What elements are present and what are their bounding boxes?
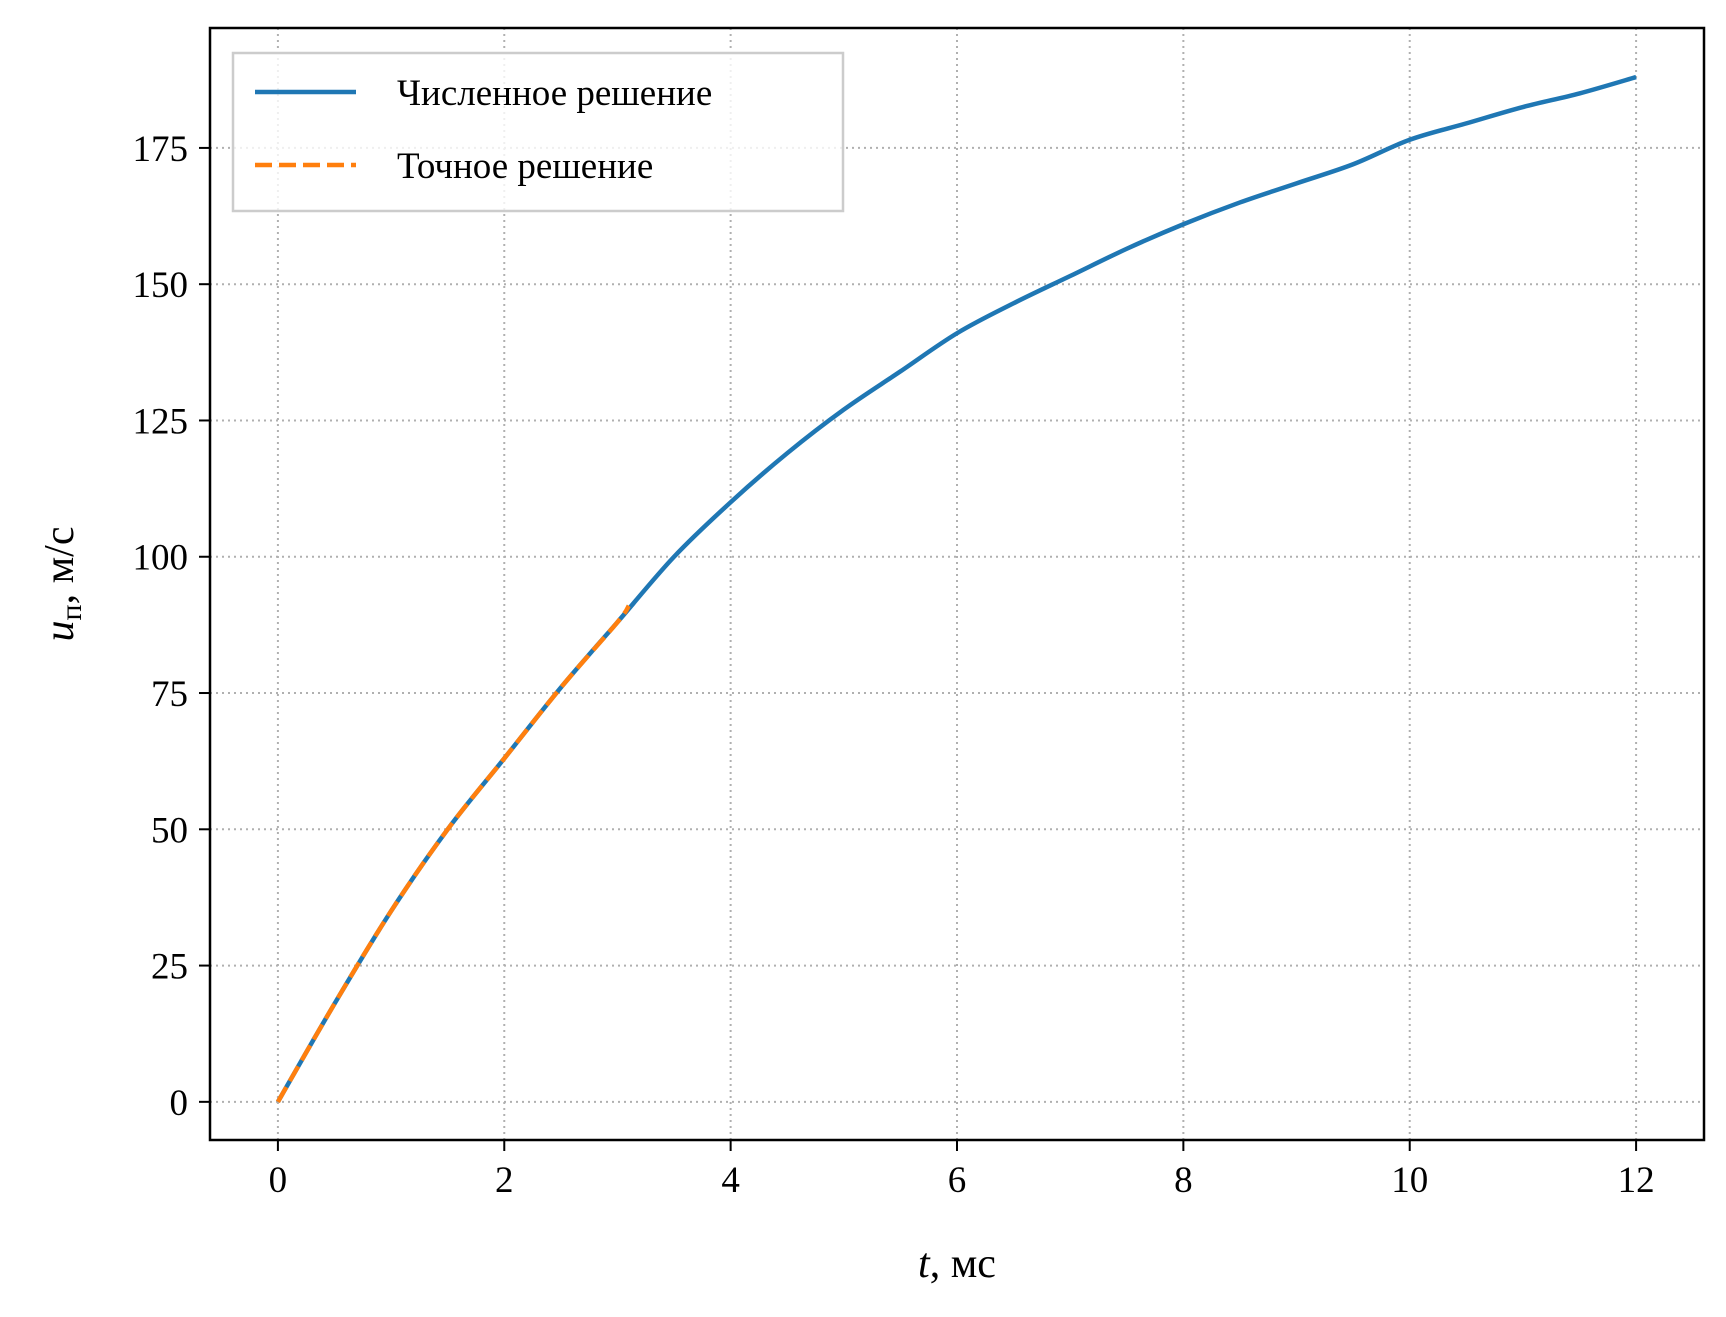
y-axis-variable: u [37,620,83,641]
y-axis-unit: , м/с [37,527,83,605]
series-layer [275,74,1637,1103]
x-tick-label: 4 [721,1160,740,1201]
series-line-exact [275,604,631,1103]
x-tick-label: 6 [948,1160,967,1201]
x-tick-label: 2 [495,1160,514,1201]
x-tick-label: 10 [1391,1160,1428,1201]
legend-box [231,51,845,213]
y-tick-label: 150 [133,265,189,306]
x-axis-unit: , мс [930,1241,996,1287]
x-axis-label: t, мс [918,1241,996,1287]
y-tick-label: 0 [170,1083,189,1124]
y-tick-label: 25 [151,947,188,988]
y-axis-label: uп, м/с [37,527,88,642]
x-tick-label: 12 [1618,1160,1655,1201]
y-axis-subscript: п [55,604,88,620]
y-tick-label: 75 [151,674,188,715]
y-tick-label: 100 [133,538,189,579]
y-tick-label: 50 [151,810,188,851]
ticks: 0 2 4 6 8 10 12 0 25 50 75 100 125 150 175 [133,129,1655,1201]
x-tick-label: 8 [1174,1160,1193,1201]
y-tick-label: 125 [133,401,189,442]
legend-label-numeric: Численное решение [397,73,712,114]
legend-label-exact: Точное решение [397,146,653,187]
y-tick-label: 175 [133,129,189,170]
x-tick-label: 0 [269,1160,288,1201]
x-axis-variable: t [918,1241,931,1287]
legend: Численное решение Точное решение [231,51,845,213]
